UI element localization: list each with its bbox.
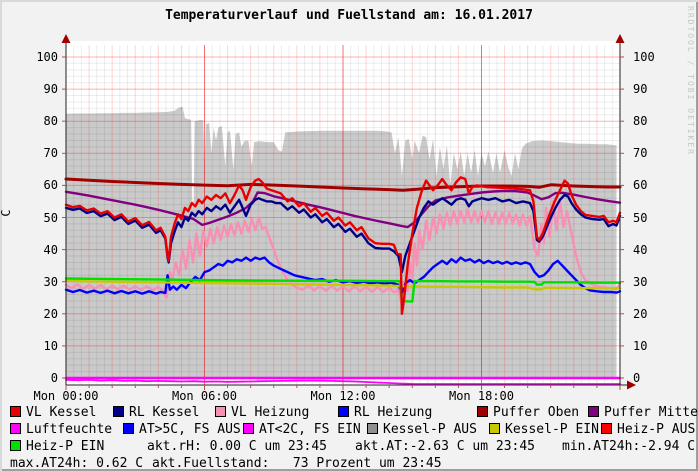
series-RL Kessel <box>64 193 622 274</box>
area-Kessel-P AUS (Fuellstand) <box>66 106 617 379</box>
y-axis-tick-left: 60 <box>43 178 58 193</box>
legend-label: Heiz-P AUS <box>617 422 696 437</box>
legend-swatch-heiz-p-ein <box>10 440 21 451</box>
series-Puffer Mitte <box>64 189 622 229</box>
legend-swatch-kessel-p-aus <box>367 423 378 434</box>
series-VL Kessel <box>64 176 622 315</box>
stat-min-at24h-2-94-c: min.AT24h:-2.94 C <box>562 439 695 454</box>
legend-label: AT<2C, FS EIN <box>259 422 361 437</box>
y-axis-tick-right: 50 <box>633 210 648 225</box>
legend-swatch-rl-kessel <box>113 406 124 417</box>
legend-label: min.AT24h:-2.94 C <box>562 439 696 454</box>
series-VL Heizung <box>64 200 622 307</box>
legend-swatch-puffer-oben <box>477 406 488 417</box>
legend-item-puffer-mitte: Puffer Mitte <box>588 405 698 420</box>
legend-item-at-2c-fs-ein: AT<2C, FS EIN <box>243 422 361 437</box>
legend-item-heiz-p-ein: Heiz-P EIN <box>10 439 104 454</box>
y-axis-tick-right: 60 <box>633 178 648 193</box>
legend-label: akt.rH: 0.00 C um 23:45 <box>147 439 328 454</box>
legend-swatch-kessel-p-ein <box>489 423 500 434</box>
y-axis-tick-right: 40 <box>633 242 648 257</box>
legend-label: AT>5C, FS AUS <box>139 422 241 437</box>
legend-label: Puffer Mitte <box>604 405 698 420</box>
series-AT<2C, FS EIN (Aussentemperatur) <box>65 378 621 385</box>
y-axis-tick-left: 100 <box>36 50 58 64</box>
series-RL Heizung <box>64 256 622 295</box>
legend-label: max.AT24h: 0.62 C <box>10 456 144 471</box>
legend-item-rl-kessel: RL Kessel <box>113 405 199 420</box>
y-axis-tick-left: 30 <box>43 274 58 289</box>
legend-swatch-puffer-mitte <box>588 406 599 417</box>
stat-max-at24h-0-62-c: max.AT24h: 0.62 C <box>10 456 143 471</box>
legend-swatch-heiz-p-aus <box>601 423 612 434</box>
legend-item-kessel-p-aus: Kessel-P AUS <box>367 422 477 437</box>
legend-item-puffer-oben: Puffer Oben <box>477 405 579 420</box>
legend-swatch-at-5c-fs-aus <box>123 423 134 434</box>
legend-label: VL Kessel <box>26 405 97 420</box>
legend-item-at-5c-fs-aus: AT>5C, FS AUS <box>123 422 241 437</box>
y-axis-tick-right: 10 <box>633 338 648 353</box>
legend-item-kessel-p-ein: Kessel-P EIN <box>489 422 599 437</box>
legend-item-heiz-p-aus: Heiz-P AUS <box>601 422 695 437</box>
legend-label: Kessel-P EIN <box>505 422 599 437</box>
y-axis-tick-left: 0 <box>50 371 58 385</box>
legend-swatch-at-2c-fs-ein <box>243 423 254 434</box>
y-axis-tick-right: 0 <box>633 371 641 385</box>
graph-title: Temperaturverlauf und Fuellstand am: 16.… <box>165 8 533 23</box>
x-axis-tick: Mon 12:00 <box>310 389 376 403</box>
y-axis-tick-left: 70 <box>43 146 58 161</box>
y-axis-tick-right: 70 <box>633 146 648 161</box>
y-axis-tick-right: 100 <box>633 50 655 64</box>
x-axis-tick: Mon 00:00 <box>33 389 99 403</box>
legend-swatch-vl-kessel <box>10 406 21 417</box>
legend-label: Luftfeuchte <box>26 422 113 437</box>
legend-swatch-vl-heizung <box>215 406 226 417</box>
y-axis-tick-left: 90 <box>43 82 58 97</box>
chart-plot <box>61 34 636 390</box>
y-axis-tick-right: 90 <box>633 82 648 97</box>
series-Kessel-P EIN <box>64 279 622 291</box>
legend-label: akt.Fuellstand: 73 Prozent um 23:45 <box>152 456 442 471</box>
legend-item-rl-heizung: RL Heizung <box>338 405 432 420</box>
y-axis-tick-left: 20 <box>43 306 58 321</box>
legend-swatch-luftfeuchte <box>10 423 21 434</box>
legend-label: RL Kessel <box>129 405 200 420</box>
legend-label: VL Heizung <box>231 405 310 420</box>
legend-label: Heiz-P EIN <box>26 439 105 454</box>
legend-item-vl-heizung: VL Heizung <box>215 405 309 420</box>
y-axis-tick-left: 80 <box>43 114 58 129</box>
legend-swatch-rl-heizung <box>338 406 349 417</box>
y-axis-tick-right: 30 <box>633 274 648 289</box>
rrdtool-watermark: RRDTOOL / TOBI OETIKER <box>686 6 695 156</box>
legend-label: akt.AT:-2.63 C um 23:45 <box>355 439 536 454</box>
x-axis-tick: Mon 06:00 <box>171 389 238 403</box>
stat-akt-at-2-63-c-um-23-45: akt.AT:-2.63 C um 23:45 <box>355 439 535 454</box>
y-axis-tick-right: 80 <box>633 114 648 129</box>
y-axis-tick-left: 50 <box>43 210 58 225</box>
legend-label: Kessel-P AUS <box>383 422 477 437</box>
stat-akt-rh-0-00-c-um-23-45: akt.rH: 0.00 C um 23:45 <box>147 439 327 454</box>
x-axis-tick: Mon 18:00 <box>448 389 515 403</box>
legend-label: Puffer Oben <box>493 405 580 420</box>
series-Heiz-P EIN <box>64 277 622 303</box>
legend-label: RL Heizung <box>354 405 433 420</box>
y-axis-tick-right: 20 <box>633 306 648 321</box>
series-Puffer Oben <box>64 177 622 192</box>
y-axis-tick-left: 40 <box>43 242 58 257</box>
y-axis-tick-left: 10 <box>43 338 58 353</box>
stat-akt-fuellstand-73-prozent-um-23-45: akt.Fuellstand: 73 Prozent um 23:45 <box>152 456 442 471</box>
legend-item-luftfeuchte: Luftfeuchte <box>10 422 112 437</box>
legend-item-vl-kessel: VL Kessel <box>10 405 96 420</box>
